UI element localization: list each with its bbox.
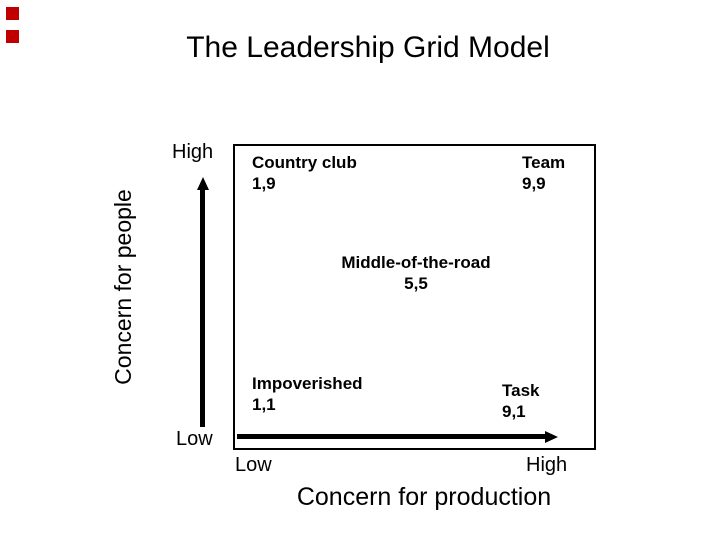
x-axis-arrow [237,430,558,443]
y-axis-arrow [196,177,209,427]
y-axis-low-label: Low [176,428,213,450]
quadrant-team: Team 9,9 [522,152,565,194]
style-name: Team [522,153,566,172]
red-square-decor-bottom [6,30,19,43]
quadrant-task: Task 9,1 [502,380,540,422]
y-axis-title: Concern for people [110,189,136,385]
style-name: Task [502,381,540,400]
style-coords: 9,1 [502,402,526,421]
style-name: Country club [252,153,357,172]
x-axis-arrow-shaft [237,434,545,439]
y-axis-high-label: High [172,141,214,163]
style-coords: 5,5 [404,274,428,293]
style-coords: 1,9 [252,174,276,193]
arrow-up-head-icon [196,177,209,190]
style-coords: 9,9 [522,174,546,193]
red-square-decor-top [6,7,19,20]
style-name: Impoverished [252,374,363,393]
style-name: Middle-of-the-road [341,253,491,272]
x-axis-low-label: Low [235,454,272,476]
arrow-right-head-icon [545,430,558,443]
x-axis-title: Concern for production [296,483,552,511]
slide-title: The Leadership Grid Model [186,31,550,64]
quadrant-impoverished: Impoverished 1,1 [252,373,363,415]
style-coords: 1,1 [252,395,276,414]
grid-box [233,144,596,450]
quadrant-middle-of-the-road: Middle-of-the-road 5,5 [341,252,490,294]
y-axis-arrow-shaft [200,190,205,427]
x-axis-high-label: High [526,454,568,476]
quadrant-country-club: Country club 1,9 [252,152,357,194]
